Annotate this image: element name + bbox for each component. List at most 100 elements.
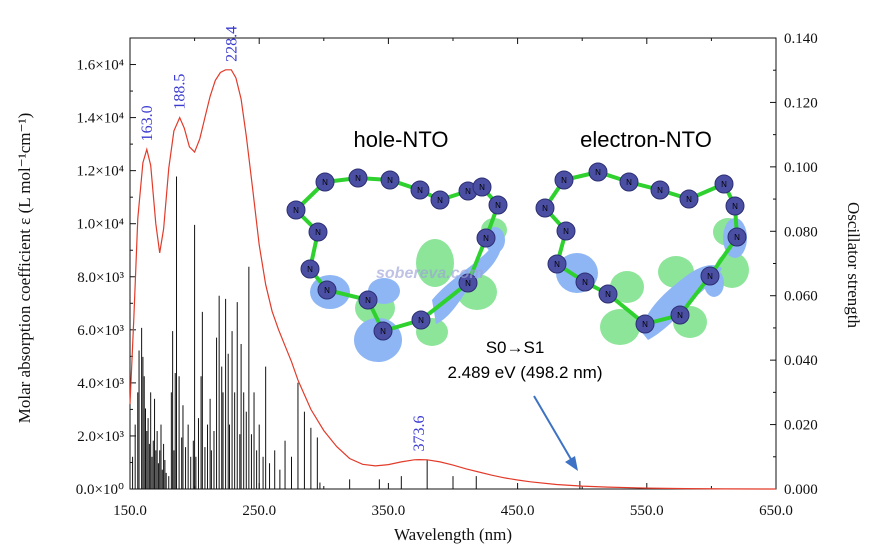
electron-nto-title: electron-NTO — [580, 127, 712, 152]
y-right-tick-label: 0.120 — [784, 95, 818, 111]
atom-symbol: N — [554, 260, 560, 269]
peak-label-228.4: 228.4 — [223, 26, 240, 62]
nitrogen-atom — [410, 180, 430, 200]
y-left-tick-label: 0.0×10⁰ — [76, 482, 124, 498]
oscillator-sticks — [132, 176, 581, 489]
nitrogen-atom — [315, 172, 335, 192]
atom-symbol: N — [324, 286, 330, 295]
nitrogen-atom — [458, 273, 478, 293]
y-right-tick-label: 0.140 — [784, 31, 818, 47]
nitrogen-atom — [556, 221, 576, 241]
y-right-tick-label: 0.000 — [784, 482, 818, 498]
nitrogen-atom — [575, 272, 595, 292]
x-tick-label: 150.0 — [113, 503, 147, 519]
y-right-tick-label: 0.100 — [784, 160, 818, 176]
absorption-spectrum — [129, 69, 777, 490]
atom-symbol: N — [293, 206, 299, 215]
nitrogen-atom — [411, 310, 431, 330]
atom-symbol: N — [315, 228, 321, 237]
transition-arrow — [533, 395, 578, 471]
atom-symbol: N — [642, 320, 648, 329]
atom-symbol: N — [365, 296, 371, 305]
y-right-tick-label: 0.040 — [784, 353, 818, 369]
atom-symbol: N — [721, 180, 727, 189]
atom-symbol: N — [307, 265, 313, 274]
nitrogen-atom — [725, 196, 745, 216]
atom-symbol: N — [479, 183, 485, 192]
nitrogen-atom — [700, 266, 720, 286]
atom-symbol: N — [605, 290, 611, 299]
atom-symbol: N — [417, 186, 423, 195]
y-axis-title-left: Molar absorption coefficient ε (L mol⁻¹c… — [15, 113, 34, 424]
x-tick-label: 550.0 — [630, 503, 664, 519]
nitrogen-atom — [714, 174, 734, 194]
y-right-tick-label: 0.060 — [784, 289, 818, 305]
atom-symbol: N — [465, 187, 471, 196]
orbital-lobe — [600, 309, 640, 345]
atom-symbol: N — [418, 316, 424, 325]
nitrogen-atom — [476, 228, 496, 248]
atom-symbol: N — [387, 176, 393, 185]
y-left-tick-label: 1.4×10⁴ — [77, 111, 124, 127]
peak-label-373.6: 373.6 — [411, 416, 428, 452]
nitrogen-atom — [348, 168, 368, 188]
nitrogen-atom — [317, 280, 337, 300]
nitrogen-atom — [554, 170, 574, 190]
atom-symbol: N — [626, 178, 632, 187]
atom-symbol: N — [707, 272, 713, 281]
peak-label-163.0: 163.0 — [139, 105, 156, 141]
atom-symbol: N — [732, 202, 738, 211]
nitrogen-atom — [300, 259, 320, 279]
y-left-tick-label: 8.0×10³ — [77, 270, 124, 286]
y-right-tick-label: 0.080 — [784, 224, 818, 240]
atom-symbol: N — [322, 178, 328, 187]
atom-symbol: N — [495, 201, 501, 210]
peak-labels: 163.0 188.5 228.4 373.6 — [139, 26, 428, 452]
orbital-lobe — [610, 271, 644, 303]
nitrogen-atom — [488, 195, 508, 215]
y-axis-title-right: Oscillator strength — [844, 202, 863, 329]
x-tick-label: 650.0 — [759, 503, 793, 519]
atom-symbol: N — [437, 196, 443, 205]
atom-symbol: N — [465, 279, 471, 288]
atom-symbol: N — [582, 278, 588, 287]
orbital-lobe — [416, 239, 454, 287]
tick-labels: 150.0 250.0 350.0 450.0 550.0 650.0 0.0×10⁰ 2.0… — [76, 31, 818, 519]
nitrogen-atom — [619, 172, 639, 192]
nitrogen-atom — [635, 314, 655, 334]
nitrogen-atom — [598, 284, 618, 304]
nitrogen-atom — [358, 290, 378, 310]
y-left-tick-label: 1.0×10⁴ — [77, 217, 124, 233]
atom-symbol: N — [380, 327, 386, 336]
atom-symbol: N — [657, 186, 663, 195]
nitrogen-atom — [380, 170, 400, 190]
bond-network — [542, 169, 740, 327]
atom-symbol: N — [677, 311, 683, 320]
peak-label-188.5: 188.5 — [172, 74, 189, 110]
atom-symbol: N — [483, 234, 489, 243]
nitrogen-atom — [727, 227, 747, 247]
atom-symbol: N — [542, 204, 548, 213]
atom-symbol: N — [563, 227, 569, 236]
y-left-tick-label: 6.0×10³ — [77, 323, 124, 339]
x-tick-label: 250.0 — [242, 503, 276, 519]
nitrogen-atom — [670, 305, 690, 325]
x-tick-label: 450.0 — [501, 503, 535, 519]
y-left-tick-label: 4.0×10³ — [77, 376, 124, 392]
atom-symbol: N — [595, 168, 601, 177]
nitrogen-atom — [472, 177, 492, 197]
hole-nto-title: hole-NTO — [354, 127, 449, 152]
nitrogen-atom — [373, 321, 393, 341]
nitrogen-atom — [679, 189, 699, 209]
nitrogen-atom — [308, 222, 328, 242]
nitrogen-atom — [547, 254, 567, 274]
y-left-tick-label: 1.6×10⁴ — [77, 58, 124, 74]
transition-label: S0→S1 — [486, 338, 545, 357]
nitrogen-atom — [588, 162, 608, 182]
nitrogen-atom — [430, 190, 450, 210]
spectrum-line — [129, 69, 777, 490]
x-tick-label: 350.0 — [372, 503, 406, 519]
